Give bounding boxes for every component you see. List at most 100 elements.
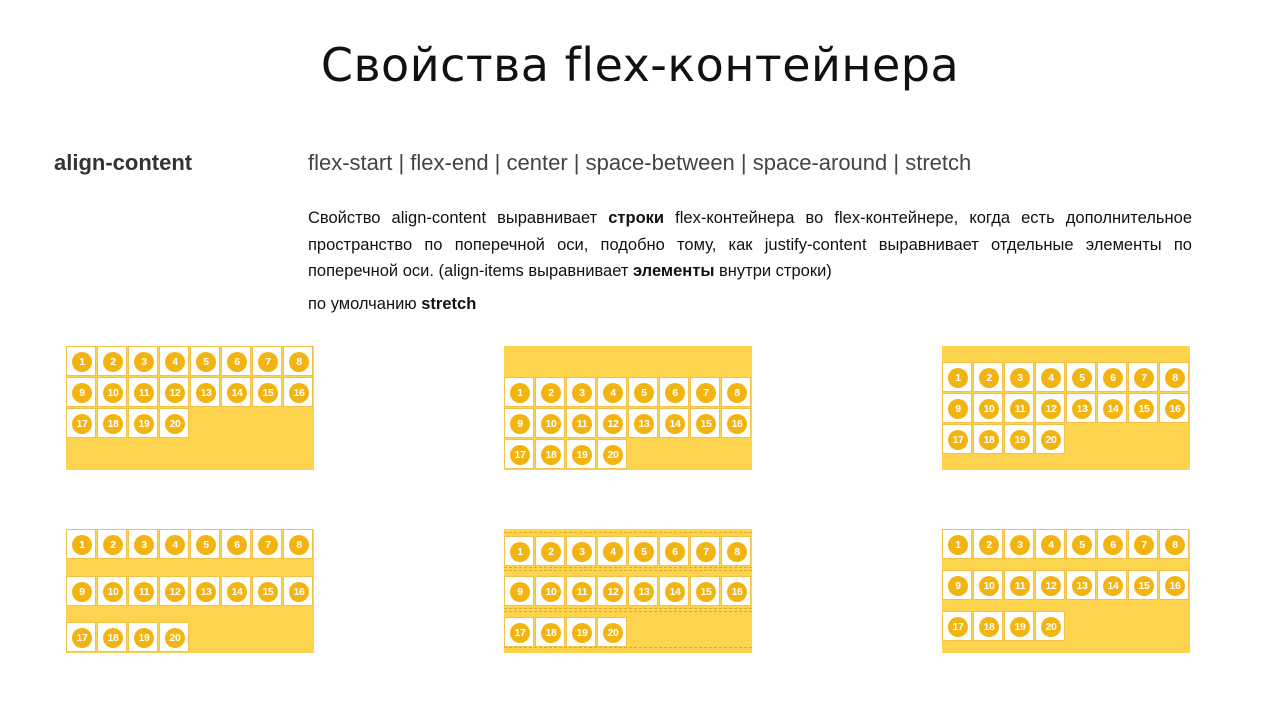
item-number: 19 — [134, 628, 154, 648]
item-number: 18 — [541, 623, 561, 643]
item-number: 5 — [634, 383, 654, 403]
item-number: 13 — [634, 582, 654, 602]
item-number: 12 — [1041, 399, 1061, 419]
item-number: 13 — [196, 383, 216, 403]
flex-item: 6 — [221, 529, 251, 559]
flex-item: 2 — [97, 529, 127, 559]
item-number: 6 — [1103, 368, 1123, 388]
flex-item: 4 — [1035, 362, 1065, 392]
flex-item: 6 — [1097, 362, 1127, 392]
row-boundary-line — [504, 567, 752, 568]
flex-line: 9 10 11 12 13 14 15 16 — [504, 408, 752, 438]
item-number: 3 — [134, 352, 154, 372]
item-number: 17 — [72, 628, 92, 648]
description-text-3: внутри строки) — [714, 262, 832, 280]
item-number: 7 — [696, 383, 716, 403]
flex-item: 7 — [1128, 362, 1158, 392]
item-number: 15 — [1134, 576, 1154, 596]
flex-line: 9 10 11 12 13 14 15 16 — [66, 576, 314, 606]
property-values: flex-start | flex-end | center | space-b… — [308, 150, 972, 175]
flex-item: 7 — [252, 529, 282, 559]
item-number: 7 — [1134, 368, 1154, 388]
flex-item: 7 — [690, 377, 720, 407]
item-number: 2 — [979, 368, 999, 388]
flex-line: 9 10 11 12 13 14 15 16 — [66, 377, 314, 407]
row-boundary-line — [504, 570, 752, 571]
item-number: 14 — [1103, 576, 1123, 596]
flex-item: 1 — [66, 346, 96, 376]
demo-center: 1 2 3 4 5 6 7 8 9 10 11 12 13 14 15 16 17 18 19 20 — [942, 346, 1190, 470]
item-number: 13 — [1072, 399, 1092, 419]
item-number: 18 — [103, 628, 123, 648]
item-number: 10 — [979, 399, 999, 419]
item-number: 12 — [165, 582, 185, 602]
flex-item: 15 — [1128, 393, 1158, 423]
flex-item: 11 — [566, 576, 596, 606]
item-number: 1 — [948, 368, 968, 388]
item-number: 16 — [289, 582, 309, 602]
flex-line: 9 10 11 12 13 14 15 16 — [942, 393, 1190, 423]
item-number: 2 — [541, 383, 561, 403]
item-number: 18 — [979, 430, 999, 450]
flex-item: 17 — [66, 622, 96, 652]
item-number: 16 — [727, 582, 747, 602]
item-number: 11 — [134, 582, 154, 602]
description-bold-rows: строки — [608, 209, 665, 227]
item-number: 10 — [979, 576, 999, 596]
flex-item: 15 — [252, 377, 282, 407]
description-text-1: Свойство align-content выравнивает — [308, 209, 609, 227]
item-number: 7 — [1134, 535, 1154, 555]
flex-item: 11 — [128, 377, 158, 407]
item-number: 12 — [603, 414, 623, 434]
item-number: 13 — [1072, 576, 1092, 596]
item-number: 12 — [165, 383, 185, 403]
flex-item: 5 — [190, 529, 220, 559]
item-number: 19 — [134, 414, 154, 434]
item-number: 11 — [1010, 399, 1030, 419]
flex-item: 8 — [283, 346, 313, 376]
item-number: 18 — [541, 445, 561, 465]
flex-item: 14 — [1097, 393, 1127, 423]
item-number: 19 — [1010, 617, 1030, 637]
flex-item: 11 — [566, 408, 596, 438]
item-number: 4 — [603, 383, 623, 403]
item-number: 4 — [603, 542, 623, 562]
flex-item: 15 — [1128, 570, 1158, 600]
item-number: 6 — [1103, 535, 1123, 555]
row-boundary-line — [504, 647, 752, 648]
item-number: 19 — [1010, 430, 1030, 450]
item-number: 17 — [510, 445, 530, 465]
item-number: 11 — [1010, 576, 1030, 596]
flex-item: 13 — [1066, 393, 1096, 423]
flex-item: 6 — [221, 346, 251, 376]
flex-item: 13 — [628, 408, 658, 438]
item-number: 3 — [1010, 535, 1030, 555]
item-number: 16 — [1165, 399, 1185, 419]
flex-item: 12 — [597, 576, 627, 606]
item-number: 8 — [289, 352, 309, 372]
item-number: 9 — [72, 383, 92, 403]
item-number: 15 — [258, 582, 278, 602]
item-number: 20 — [165, 628, 185, 648]
flex-line: 17 18 19 20 — [66, 408, 314, 438]
flex-item: 8 — [283, 529, 313, 559]
item-number: 5 — [1072, 368, 1092, 388]
flex-item: 3 — [566, 377, 596, 407]
description-text-2: flex-контейнера во flex-контейнере, когд… — [308, 209, 1192, 280]
item-number: 12 — [1041, 576, 1061, 596]
flex-item: 7 — [690, 536, 720, 566]
flex-item: 9 — [942, 393, 972, 423]
demo-space-around: 1 2 3 4 5 6 7 8 9 10 11 12 13 14 15 16 17 18 19 20 — [504, 529, 752, 653]
flex-item: 3 — [566, 536, 596, 566]
flex-line: 9 10 11 12 13 14 15 16 — [942, 570, 1190, 600]
item-number: 7 — [258, 535, 278, 555]
item-number: 18 — [979, 617, 999, 637]
flex-item: 9 — [504, 408, 534, 438]
flex-item: 10 — [97, 576, 127, 606]
flex-item: 8 — [1159, 362, 1189, 392]
flex-item: 7 — [252, 346, 282, 376]
flex-item: 1 — [942, 362, 972, 392]
